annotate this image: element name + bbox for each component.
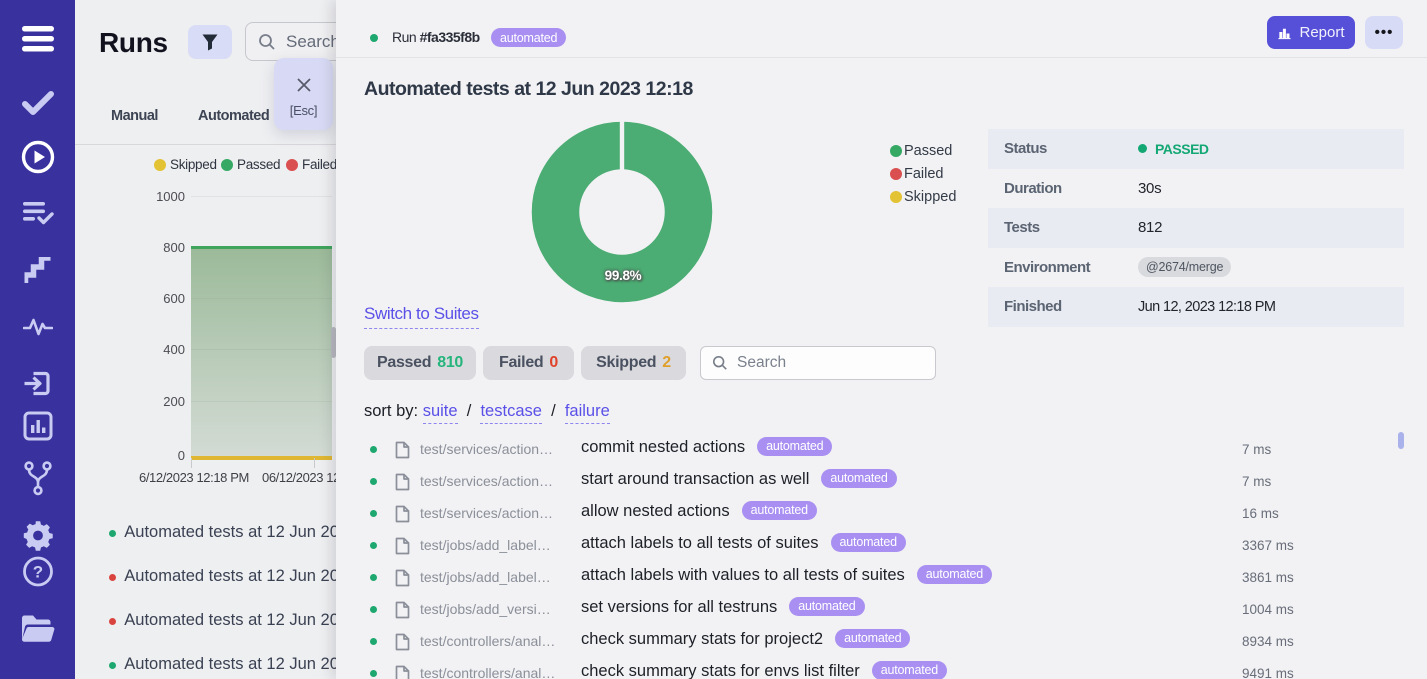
- svg-text:?: ?: [32, 563, 42, 582]
